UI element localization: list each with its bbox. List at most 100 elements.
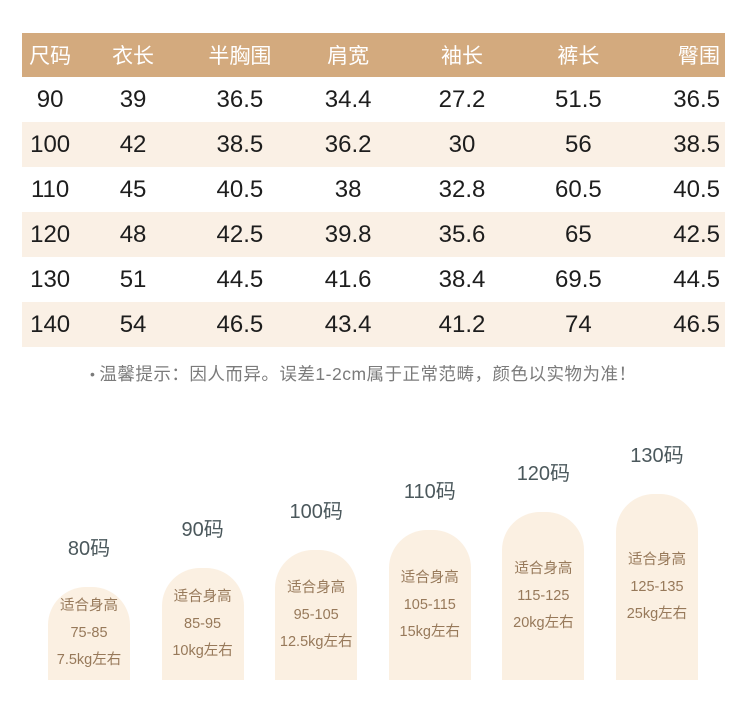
size-bar-chart: 80码 适合身高 75-85 7.5kg左右 90码 适合身高 85-95 10… bbox=[48, 439, 698, 680]
size-bar-text: 适合身高 75-85 7.5kg左右 bbox=[57, 593, 121, 674]
size-bar-shape: 适合身高 125-135 25kg左右 bbox=[615, 494, 698, 680]
header-cell-halfchest: 半胸围 bbox=[187, 33, 292, 77]
table-cell: 38.4 bbox=[438, 265, 486, 293]
table-cell: 42 bbox=[78, 122, 188, 167]
table-cell: 51.5 bbox=[555, 85, 602, 113]
weight-range: 20kg左右 bbox=[513, 614, 574, 631]
tip-note: • 温馨提示：因人而异。误差1-2cm属于正常范畴，颜色以实物为准！ bbox=[90, 361, 637, 386]
table-cell: 35.6 bbox=[404, 212, 520, 257]
size-bar-110: 110码 适合身高 105-115 15kg左右 bbox=[388, 475, 471, 680]
table-cell: 74 bbox=[519, 302, 638, 347]
size-bar-90: 90码 适合身高 85-95 10kg左右 bbox=[161, 513, 244, 680]
size-bar-label: 100码 bbox=[289, 501, 343, 523]
weight-range: 10kg左右 bbox=[172, 642, 233, 659]
table-row: 90 39 36.5 34.4 27.2 51.5 36.5 bbox=[22, 77, 725, 122]
table-cell: 42.5 bbox=[187, 212, 292, 257]
height-range: 95-105 bbox=[293, 606, 339, 623]
height-range: 85-95 bbox=[184, 615, 222, 632]
table-cell: 41.6 bbox=[324, 265, 372, 293]
table-cell: 30 bbox=[404, 122, 520, 167]
table-cell: 34.4 bbox=[324, 85, 372, 113]
table-row: 140 54 46.5 43.4 41.2 74 46.5 bbox=[22, 302, 725, 347]
fit-height-label: 适合身高 bbox=[400, 569, 459, 586]
table-header-row: 尺码 衣长 半胸围 肩宽 袖长 裤长 臀围 bbox=[22, 33, 725, 77]
fit-height-label: 适合身高 bbox=[173, 588, 232, 605]
table-cell: 32.8 bbox=[438, 175, 486, 203]
size-bar-text: 适合身高 85-95 10kg左右 bbox=[172, 584, 232, 665]
height-range: 105-115 bbox=[403, 596, 456, 613]
table-row: 130 51 44.5 41.6 38.4 69.5 44.5 bbox=[22, 257, 725, 302]
table-cell: 45 bbox=[119, 175, 147, 203]
table-cell: 60.5 bbox=[555, 175, 602, 203]
fit-height-label: 适合身高 bbox=[287, 579, 346, 596]
size-bar-label: 110码 bbox=[403, 481, 456, 503]
size-bar-130: 130码 适合身高 125-135 25kg左右 bbox=[615, 439, 698, 680]
size-bar-label: 90码 bbox=[181, 519, 224, 541]
table-cell: 27.2 bbox=[438, 85, 486, 113]
size-bar-text: 适合身高 115-125 20kg左右 bbox=[513, 556, 573, 637]
table-row: 120 48 42.5 39.8 35.6 65 42.5 bbox=[22, 212, 725, 257]
weight-range: 15kg左右 bbox=[399, 623, 460, 640]
size-bar-label: 80码 bbox=[67, 538, 111, 560]
table-cell: 36.5 bbox=[673, 85, 720, 113]
table-cell: 36.2 bbox=[291, 122, 405, 167]
size-bar-shape: 适合身高 85-95 10kg左右 bbox=[161, 568, 244, 680]
header-cell-sleeve: 袖长 bbox=[404, 33, 520, 77]
table-cell: 40.5 bbox=[216, 175, 264, 203]
header-cell-hip: 臀围 bbox=[637, 33, 725, 77]
size-table: 尺码 衣长 半胸围 肩宽 袖长 裤长 臀围 90 39 36.5 34.4 27… bbox=[22, 33, 725, 347]
weight-range: 7.5kg左右 bbox=[56, 652, 122, 668]
tip-note-text: 温馨提示：因人而异。误差1-2cm属于正常范畴，颜色以实物为准！ bbox=[99, 364, 637, 384]
table-cell: 54 bbox=[78, 302, 188, 347]
header-cell-length: 衣长 bbox=[78, 33, 188, 77]
bullet-icon: • bbox=[90, 366, 96, 382]
table-cell: 100 bbox=[22, 122, 79, 167]
table-cell: 39.8 bbox=[291, 212, 405, 257]
header-cell-pants: 裤长 bbox=[519, 33, 638, 77]
table-cell: 130 bbox=[30, 265, 71, 293]
table-cell: 56 bbox=[519, 122, 638, 167]
fit-height-label: 适合身高 bbox=[59, 598, 118, 614]
size-bar-100: 100码 适合身高 95-105 12.5kg左右 bbox=[275, 495, 358, 680]
table-row: 100 42 38.5 36.2 30 56 38.5 bbox=[22, 122, 725, 167]
size-bar-label: 130码 bbox=[630, 445, 684, 467]
size-bar-text: 适合身高 125-135 25kg左右 bbox=[627, 547, 687, 628]
table-cell: 36.5 bbox=[216, 85, 264, 113]
table-row: 110 45 40.5 38 32.8 60.5 40.5 bbox=[22, 167, 725, 212]
table-cell: 38 bbox=[334, 175, 362, 203]
table-cell: 110 bbox=[30, 175, 70, 203]
size-bar-label: 120码 bbox=[516, 463, 571, 485]
height-range: 115-125 bbox=[517, 587, 570, 604]
table-cell: 120 bbox=[22, 212, 79, 257]
size-bar-shape: 适合身高 105-115 15kg左右 bbox=[388, 530, 471, 680]
size-bar-120: 120码 适合身高 115-125 20kg左右 bbox=[502, 457, 585, 680]
table-cell: 39 bbox=[119, 85, 147, 113]
weight-range: 25kg左右 bbox=[626, 605, 688, 622]
table-cell: 43.4 bbox=[291, 302, 405, 347]
height-range: 125-135 bbox=[630, 578, 684, 595]
table-cell: 46.5 bbox=[187, 302, 292, 347]
weight-range: 12.5kg左右 bbox=[279, 633, 353, 650]
size-bar-shape: 适合身高 75-85 7.5kg左右 bbox=[48, 587, 130, 680]
table-cell: 48 bbox=[78, 212, 188, 257]
table-cell: 38.5 bbox=[187, 122, 292, 167]
table-cell: 69.5 bbox=[555, 265, 602, 293]
table-cell: 65 bbox=[519, 212, 638, 257]
table-cell: 44.5 bbox=[673, 265, 720, 293]
table-cell: 44.5 bbox=[216, 265, 264, 293]
size-bar-text: 适合身高 105-115 15kg左右 bbox=[400, 565, 460, 646]
table-cell: 42.5 bbox=[637, 212, 725, 257]
table-cell: 41.2 bbox=[404, 302, 520, 347]
size-bar-text: 适合身高 95-105 12.5kg左右 bbox=[280, 575, 353, 656]
table-cell: 140 bbox=[22, 302, 79, 347]
table-cell: 51 bbox=[119, 265, 147, 293]
table-cell: 46.5 bbox=[637, 302, 725, 347]
table-cell: 38.5 bbox=[637, 122, 725, 167]
header-cell-size: 尺码 bbox=[22, 33, 79, 77]
fit-height-label: 适合身高 bbox=[627, 551, 686, 568]
fit-height-label: 适合身高 bbox=[514, 560, 573, 577]
size-bar-shape: 适合身高 95-105 12.5kg左右 bbox=[275, 550, 358, 680]
table-cell: 90 bbox=[36, 85, 64, 113]
table-cell: 40.5 bbox=[673, 175, 720, 203]
